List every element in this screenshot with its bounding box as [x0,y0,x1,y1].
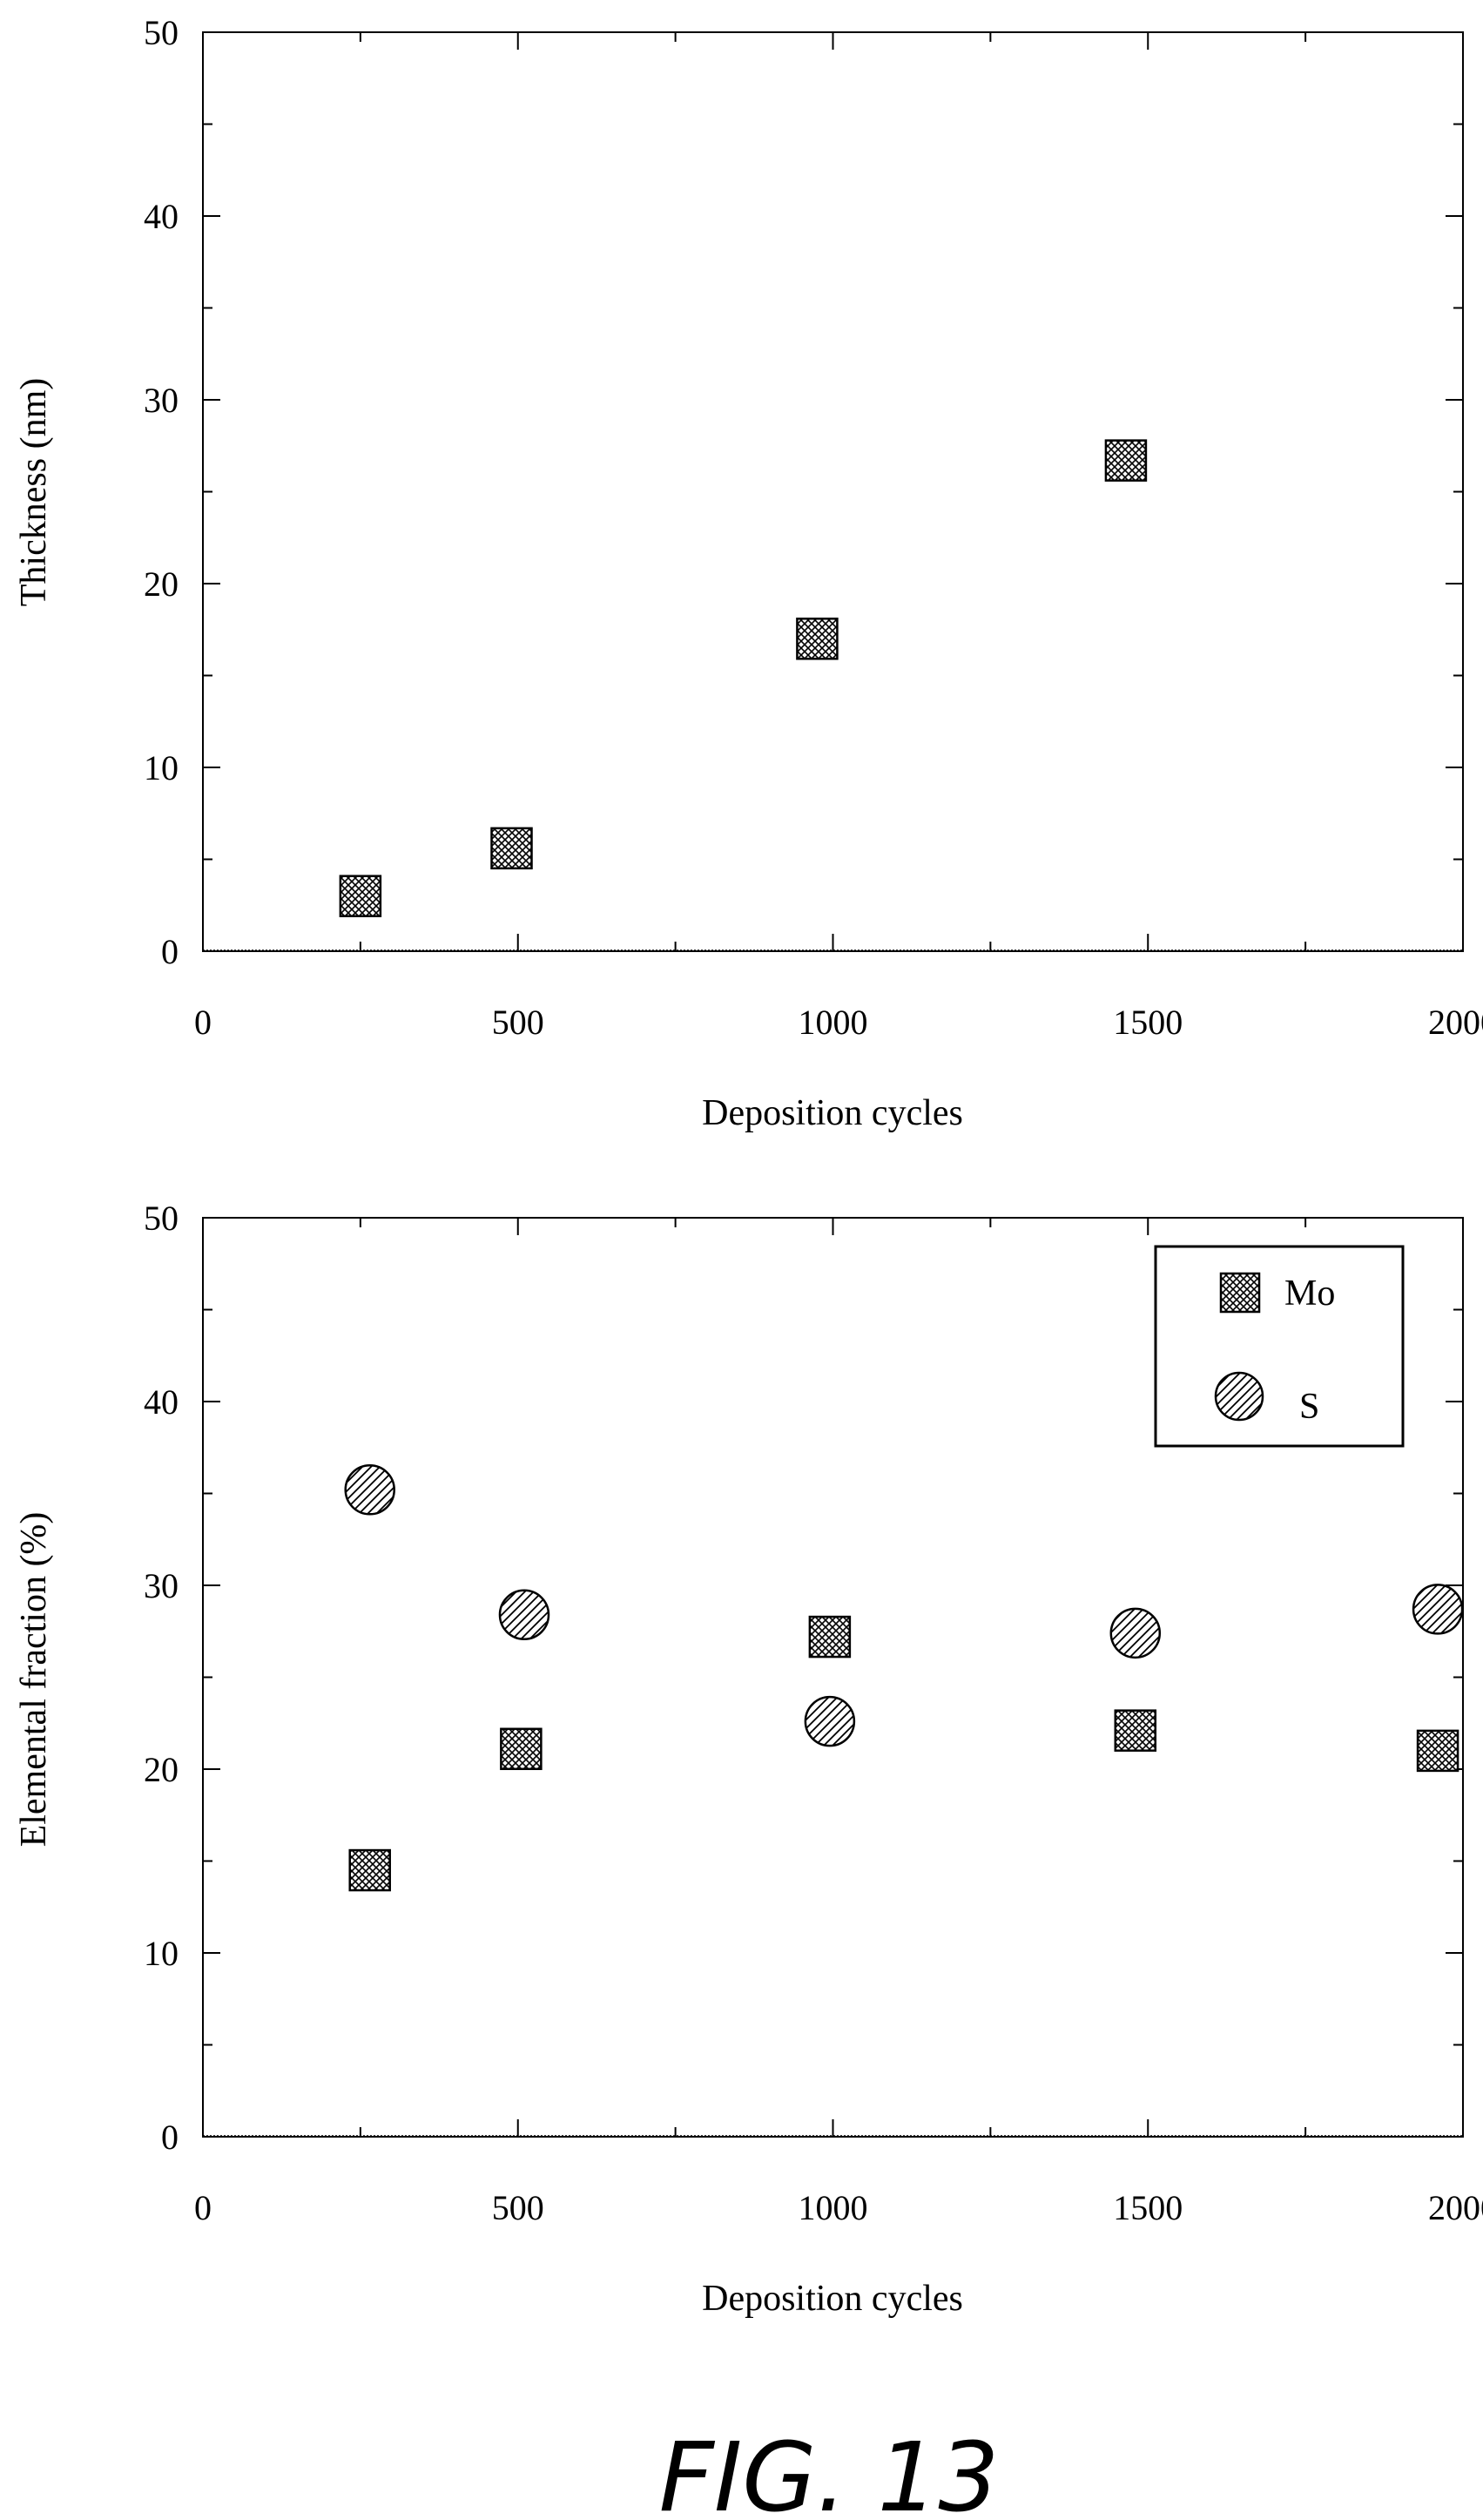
x-tick-label: 1000 [799,1003,868,1042]
data-marks [339,439,1148,917]
figure-label: FIG. 13 [659,2422,1000,2520]
data-marks [344,1464,1464,1892]
x-tick-label: 0 [194,1003,212,1042]
x-axis-label: Deposition cycles [702,2279,963,2319]
y-tick-label: 50 [144,13,179,52]
y-axis-label: Elemental fraction (%) [14,1512,54,1848]
x-tick-label: 1000 [799,2188,868,2227]
data-point-series-0 [1104,439,1148,482]
elemental-fraction-chart: 010203040500500100015002000 Deposition c… [14,1199,1483,2319]
x-tick-label: 500 [492,1003,544,1042]
data-point-series-0 [796,618,839,660]
x-tick-label: 1500 [1113,1003,1183,1042]
axis-ticks [202,31,1464,952]
plot-frame [202,31,1464,952]
tick-labels: 010203040500500100015002000 [144,13,1483,1042]
y-tick-label: 0 [161,2118,179,2157]
data-point-mo [1416,1729,1459,1773]
y-tick-label: 30 [144,1566,179,1605]
data-point-mo [1114,1709,1157,1752]
legend-label-mo: Mo [1284,1274,1335,1314]
x-tick-label: 1500 [1113,2188,1183,2227]
y-tick-label: 50 [144,1199,179,1238]
x-axis-label: Deposition cycles [702,1093,963,1133]
legend-marker-s [1214,1371,1264,1422]
data-point-s [344,1464,395,1516]
x-tick-label: 2000 [1428,1003,1483,1042]
data-point-s [1109,1607,1162,1659]
data-point-mo [348,1848,391,1892]
data-point-s [804,1695,856,1747]
axis-ticks [202,1217,1464,2138]
y-tick-label: 0 [161,932,179,971]
x-tick-label: 0 [194,2188,212,2227]
y-tick-label: 30 [144,381,179,420]
data-point-s [1412,1584,1464,1635]
data-point-mo [808,1615,852,1659]
y-axis-label: Thickness (nm) [14,378,54,606]
thickness-chart: 010203040500500100015002000 Deposition c… [14,13,1483,1133]
y-tick-label: 20 [144,564,179,604]
y-tick-label: 20 [144,1750,179,1789]
data-point-series-0 [339,875,382,917]
legend: Mo S [1154,1245,1405,1448]
x-tick-label: 2000 [1428,2188,1483,2227]
data-point-s [498,1589,550,1641]
data-point-mo [500,1727,543,1771]
legend-marker-mo [1219,1272,1261,1314]
x-tick-label: 500 [492,2188,544,2227]
legend-box [1154,1245,1405,1448]
data-point-series-0 [490,827,533,870]
y-tick-label: 40 [144,1382,179,1422]
legend-label-s: S [1299,1387,1319,1427]
tick-labels: 010203040500500100015002000 [144,1199,1483,2227]
y-tick-label: 10 [144,748,179,787]
y-tick-label: 40 [144,197,179,236]
y-tick-label: 10 [144,1934,179,1973]
